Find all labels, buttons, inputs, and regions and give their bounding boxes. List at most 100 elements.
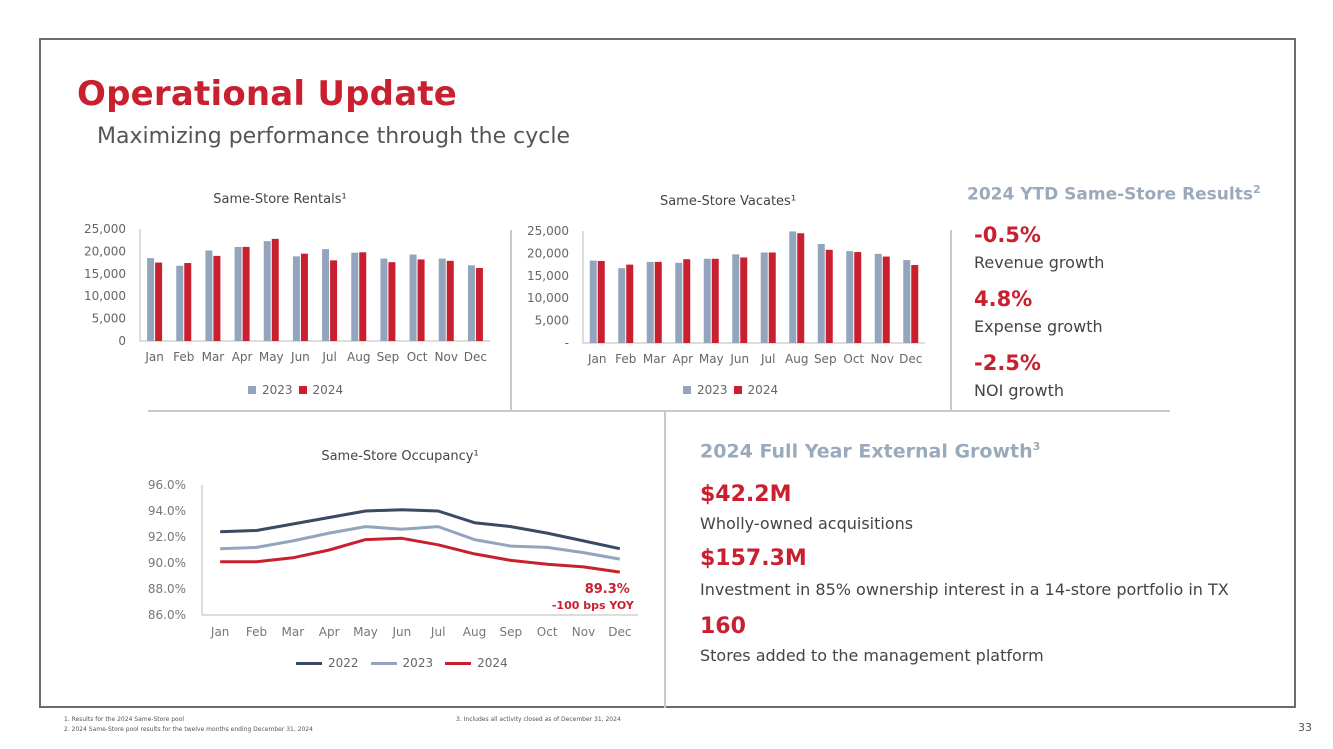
vacates-bar-2024 (825, 249, 833, 343)
legend-label-2022: 2022 (328, 656, 359, 670)
rentals-bar-2023 (147, 258, 155, 341)
vacates-chart-title: Same-Store Vacates¹ (659, 194, 797, 209)
rentals-bar-2023 (234, 246, 242, 341)
occupancy-chart-title: Same-Store Occupancy¹ (321, 449, 479, 464)
expense-growth-value: 4.8% (974, 287, 1033, 311)
acquisitions-value: $42.2M (700, 482, 792, 507)
divider-rentals-vacates (510, 230, 512, 410)
vacates-y-tick: 10,000 (527, 291, 569, 305)
rentals-bar-2023 (438, 258, 446, 341)
occupancy-x-tick: Oct (537, 625, 558, 639)
occupancy-x-tick: Mar (282, 625, 305, 639)
occupancy-y-tick: 88.0% (148, 582, 186, 596)
vacates-bar-2023 (646, 261, 654, 343)
occupancy-y-tick: 92.0% (148, 530, 186, 544)
vacates-bar-2024 (797, 233, 805, 343)
rentals-x-tick: Sep (377, 350, 400, 364)
vacates-bar-2023 (589, 260, 597, 343)
page-title: Operational Update (77, 74, 458, 114)
page-subtitle: Maximizing performance through the cycle (97, 124, 570, 149)
occupancy-annotation-value: 89.3% (585, 582, 630, 597)
footnote-1: 1. Results for the 2024 Same-Store pool (64, 716, 185, 723)
occupancy-x-tick: Jan (210, 625, 230, 639)
vacates-y-tick: 5,000 (535, 314, 569, 328)
rentals-x-tick: May (259, 350, 284, 364)
rentals-bar-2024 (388, 262, 396, 341)
noi-growth-value: -2.5% (974, 351, 1041, 375)
rentals-chart: 0 5,000 10,000 15,000 20,000 25,000 Jan Feb Mar A… (84, 222, 490, 364)
rentals-bar-2024 (242, 246, 250, 341)
legend-swatch-2024 (298, 386, 307, 394)
occupancy-annotation-note: -100 bps YOY (552, 599, 635, 612)
vacates-x-tick: Dec (899, 352, 922, 366)
vacates-bar-2024 (626, 264, 634, 343)
legend-line-2024 (445, 661, 472, 665)
occupancy-chart: 86.0% 88.0% 90.0% 92.0% 94.0% 96.0% Jan Feb Mar A… (148, 478, 638, 639)
investment-value: $157.3M (700, 546, 807, 571)
ytd-header-sup: 2 (1252, 183, 1261, 196)
legend-label-2024: 2024 (747, 383, 779, 397)
expense-growth-label: Expense growth (974, 317, 1103, 336)
rentals-x-tick: Jun (290, 350, 310, 364)
external-header-sup: 3 (1032, 440, 1041, 453)
vacates-bar-2023 (874, 253, 882, 343)
footnote-3: 3. Includes all activity closed as of De… (456, 716, 621, 723)
occupancy-x-tick: Nov (572, 625, 595, 639)
vacates-bar-2024 (654, 261, 662, 343)
legend-swatch-2023 (248, 386, 256, 394)
occupancy-x-tick: Sep (500, 625, 523, 639)
stores-added-value: 160 (700, 614, 746, 639)
occupancy-x-tick: Apr (319, 625, 340, 639)
occupancy-line-2023 (220, 525, 621, 561)
rentals-x-tick: Nov (435, 350, 458, 364)
vacates-bar-2023 (760, 252, 768, 343)
rentals-bar-2023 (380, 258, 388, 341)
slide-frame (39, 38, 1296, 708)
rentals-bar-2023 (322, 249, 330, 341)
occupancy-y-tick: 86.0% (148, 608, 186, 622)
vacates-y-tick: - (565, 336, 569, 350)
rentals-bar-2024 (300, 253, 308, 341)
legend-swatch-2023 (683, 386, 691, 394)
rentals-bar-2024 (475, 267, 483, 341)
vacates-bar-2023 (789, 231, 797, 343)
vacates-x-tick: Jun (729, 352, 749, 366)
vacates-x-tick: Apr (672, 352, 693, 366)
vacates-bar-2023 (703, 258, 711, 343)
footnote-2: 2. 2024 Same-Store pool results for the … (64, 726, 313, 733)
rentals-y-tick: 25,000 (84, 222, 126, 236)
rentals-chart-title: Same-Store Rentals¹ (213, 192, 347, 207)
rentals-bar-2024 (417, 259, 425, 341)
divider-vacates-ytd (950, 230, 952, 410)
vacates-bar-2024 (882, 256, 890, 343)
vacates-bar-2024 (597, 261, 605, 343)
vacates-bar-2023 (732, 254, 740, 343)
rentals-bar-2023 (351, 252, 359, 341)
revenue-growth-value: -0.5% (974, 223, 1041, 247)
divider-occupancy-external (664, 412, 666, 708)
legend-line-2023 (370, 661, 397, 665)
legend-label-2023: 2023 (697, 383, 728, 397)
investment-label: Investment in 85% ownership interest in … (700, 580, 1229, 599)
vacates-y-tick: 20,000 (527, 246, 569, 260)
legend-line-2022 (296, 661, 322, 665)
rentals-bar-2024 (359, 252, 367, 341)
noi-growth-label: NOI growth (974, 381, 1065, 400)
occupancy-x-tick: May (353, 625, 378, 639)
legend-label-2023: 2023 (402, 656, 434, 670)
rentals-bar-2023 (263, 241, 271, 341)
vacates-bar-2024 (911, 265, 919, 343)
legend-label-2024: 2024 (477, 656, 508, 670)
vacates-bar-2023 (903, 260, 911, 343)
rentals-bar-2024 (184, 263, 192, 341)
vacates-bar-2024 (740, 257, 748, 343)
occupancy-x-tick: Feb (246, 625, 267, 639)
legend-label-2024: 2024 (312, 383, 344, 397)
stores-added-label: Stores added to the management platform (700, 646, 1044, 665)
rentals-x-tick: Mar (202, 350, 225, 364)
vacates-x-tick: Sep (814, 352, 837, 366)
vacates-chart: - 5,000 10,000 15,000 20,000 25,000 Jan Feb Mar A… (527, 224, 925, 366)
external-header-text: 2024 Full Year External Growth (700, 440, 1033, 463)
ytd-header-text: 2024 YTD Same-Store Results (967, 184, 1253, 205)
vacates-bar-2024 (854, 252, 862, 343)
